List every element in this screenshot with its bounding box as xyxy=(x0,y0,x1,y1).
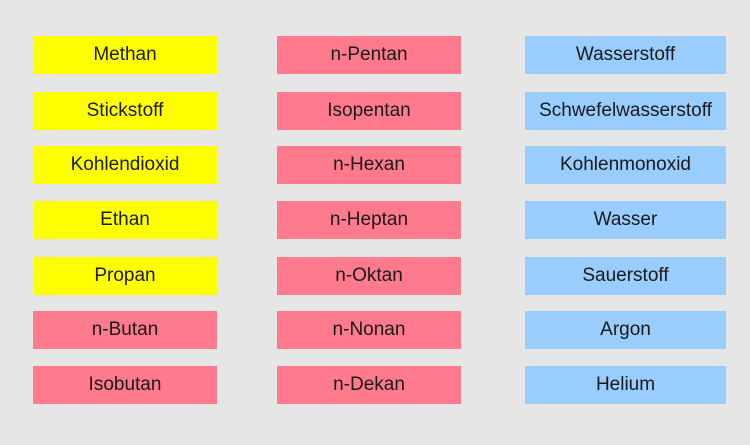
tile-kohlenmonoxid: Kohlenmonoxid xyxy=(525,146,726,184)
tile-n-dekan: n-Dekan xyxy=(277,366,461,404)
tile-n-pentan: n-Pentan xyxy=(277,36,461,74)
tile-propan: Propan xyxy=(33,257,217,295)
tile-isopentan: Isopentan xyxy=(277,92,461,130)
tile-schwefelwasserstoff: Schwefelwasserstoff xyxy=(525,92,726,130)
tile-helium: Helium xyxy=(525,366,726,404)
tile-wasserstoff: Wasserstoff xyxy=(525,36,726,74)
tile-n-butan: n-Butan xyxy=(33,311,217,349)
tile-ethan: Ethan xyxy=(33,201,217,239)
tile-argon: Argon xyxy=(525,311,726,349)
tile-n-oktan: n-Oktan xyxy=(277,257,461,295)
tile-isobutan: Isobutan xyxy=(33,366,217,404)
tile-n-hexan: n-Hexan xyxy=(277,146,461,184)
tile-n-nonan: n-Nonan xyxy=(277,311,461,349)
tile-sauerstoff: Sauerstoff xyxy=(525,257,726,295)
tile-methan: Methan xyxy=(33,36,217,74)
tile-stickstoff: Stickstoff xyxy=(33,92,217,130)
tile-n-heptan: n-Heptan xyxy=(277,201,461,239)
tile-wasser: Wasser xyxy=(525,201,726,239)
tile-kohlendioxid: Kohlendioxid xyxy=(33,146,217,184)
